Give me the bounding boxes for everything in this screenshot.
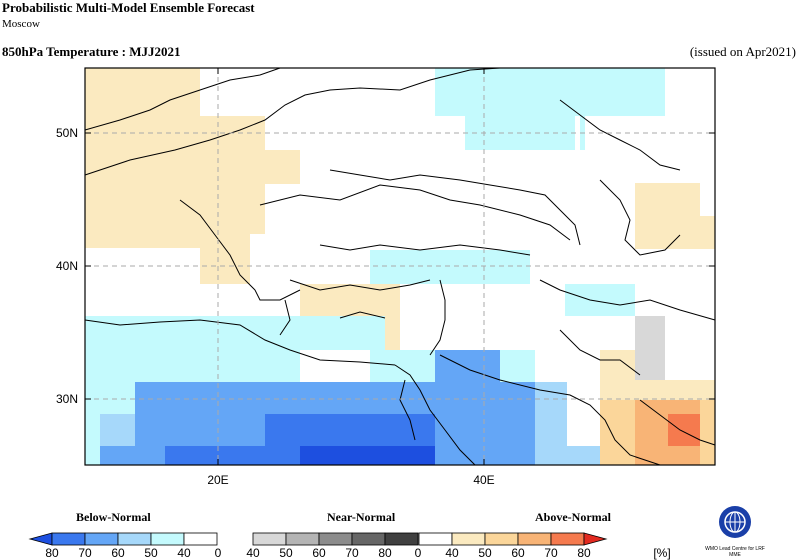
colorbar-near-0: [252, 532, 287, 546]
colorbar-above-1: [484, 532, 519, 546]
wmo-logo: [719, 506, 751, 538]
colorbar-tick-label: 80: [577, 546, 591, 560]
colorbar-above-0: [418, 532, 453, 546]
near-normal-label: Near-Normal: [327, 510, 396, 524]
chart-subtitle: Moscow: [2, 18, 40, 30]
near-normal-cell: [635, 316, 665, 380]
colorbar-tick-label: 0: [415, 546, 422, 560]
below-50-60-region: [100, 382, 600, 465]
colorbar-below-50: [117, 532, 152, 546]
variable-title: 850hPa Temperature : MJJ2021: [2, 44, 181, 59]
colorbar-above-2: [517, 532, 552, 546]
above-normal-label: Above-Normal: [535, 510, 611, 524]
colorbar-near-2: [318, 532, 353, 546]
colorbar-tick-label: 40: [177, 546, 191, 560]
colorbar-tick-label: 50: [279, 546, 293, 560]
colorbar-tick-label: 50: [144, 546, 158, 560]
colorbar-right-arrow: [583, 532, 608, 546]
below-80-region: [300, 446, 435, 465]
lat-label-40n: 40N: [56, 259, 78, 273]
colorbar-near-3: [351, 532, 386, 546]
colorbar-tick-label: 60: [312, 546, 326, 560]
colorbar-tick-label: 80: [378, 546, 392, 560]
colorbar-tick-label: 0: [215, 546, 222, 560]
issued-date: (issued on Apr2021): [689, 44, 796, 59]
colorbar-tick-label: 80: [45, 546, 59, 560]
colorbar-tick-label: 70: [78, 546, 92, 560]
colorbar-near-1: [285, 532, 320, 546]
graticule: [85, 68, 715, 465]
colorbar-near-4: [384, 532, 419, 546]
colorbar-tick-label: 60: [511, 546, 525, 560]
colorbar-below-40: [150, 532, 185, 546]
lat-label-50n: 50N: [56, 126, 78, 140]
chart-title: Probabilistic Multi-Model Ensemble Forec…: [2, 0, 255, 15]
colorbar-tick-label: 40: [246, 546, 260, 560]
below-40-50-region: [85, 68, 665, 465]
lon-label-20e: 20E: [207, 473, 228, 487]
colorbar-tick-label: 60: [111, 546, 125, 560]
lon-label-40e: 40E: [473, 473, 494, 487]
colorbar-tick-label: 70: [345, 546, 359, 560]
axis-ticks: [85, 68, 715, 465]
colorbar-tick-label: 40: [445, 546, 459, 560]
lat-label-30n: 30N: [56, 392, 78, 406]
logo-caption: WMO Lead Centre for LRF MME: [705, 546, 765, 558]
coastlines: [84, 67, 716, 466]
colorbar-below-60: [84, 532, 119, 546]
colorbar-above-3: [550, 532, 585, 546]
above-70-80-cell: [668, 414, 700, 446]
colorbar: 80 70 60 50 40 0 40 50 60 70 80 0 40 50 60 70 80 [%]: [28, 532, 671, 560]
colorbar-below-0: [183, 532, 218, 546]
colorbar-below-70: [51, 532, 86, 546]
probability-cells: [85, 68, 715, 465]
below-normal-label: Below-Normal: [76, 510, 151, 524]
colorbar-above-0: [451, 532, 486, 546]
colorbar-unit: [%]: [653, 546, 670, 560]
colorbar-tick-label: 70: [544, 546, 558, 560]
colorbar-tick-label: 50: [478, 546, 492, 560]
colorbar-left-arrow: [28, 532, 53, 546]
